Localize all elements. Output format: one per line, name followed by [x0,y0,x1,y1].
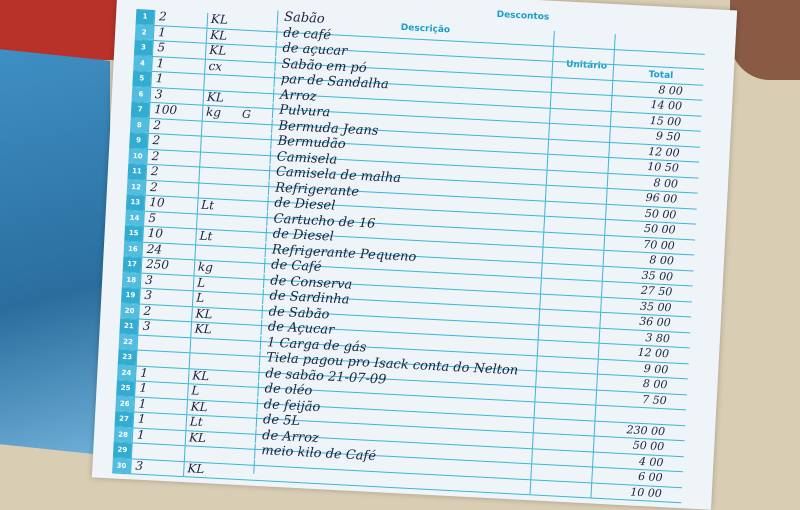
unit: Lt [195,229,236,246]
row-number: 29 [112,442,132,458]
row-number: 21 [119,318,139,335]
handwritten-receipt: Descrição Descontos Unitário Total 1 2 KL S… [91,0,738,510]
row-number: 12 [126,179,146,195]
extra-mark [229,355,260,371]
row-number: 8 [129,117,149,133]
row-number: 16 [123,241,143,257]
row-number: 11 [127,163,147,180]
extra-mark [245,46,276,62]
row-number: 1 [135,9,155,25]
unit [203,74,245,92]
row-number: 20 [120,303,139,319]
unit: L [191,291,233,308]
unit [198,167,240,185]
extra-mark [246,15,277,31]
extra-mark [233,278,264,294]
row-number: 15 [124,225,144,242]
extra-mark [229,340,260,356]
extra-mark [231,309,262,325]
unit [200,136,241,154]
extra-mark [236,216,267,232]
extra-mark: G [241,107,252,122]
extra-mark [234,247,265,263]
unit: Lt [196,198,238,216]
extra-mark [246,30,277,46]
quantity: 3 [130,458,184,477]
extra-mark [223,464,254,480]
extra-mark [237,201,268,217]
unit [189,337,231,355]
row-number: 14 [125,210,144,226]
row-number: 6 [131,86,151,102]
row-number: 30 [112,457,131,474]
unit: kg [201,105,243,123]
extra-mark [228,371,259,387]
quantity [130,443,185,461]
extra-mark [225,417,256,433]
extra-mark [241,123,272,139]
extra-mark [240,139,271,155]
unit [200,121,242,138]
row-number: 9 [129,132,148,149]
extra-mark [230,324,261,340]
quantity: 3 [137,319,192,337]
extra-mark [234,262,265,278]
unit-price [529,479,592,498]
row-number: 13 [125,194,145,211]
row-number: 10 [128,148,148,164]
extra-mark [238,170,269,186]
header-descontos: Descontos [496,9,550,23]
extra-mark [224,448,255,464]
unit: KL [190,322,232,339]
receipt-rows: 1 2 KL Sabão 2 1 KL de café 3 5 KL de açucar 4 1 cx Sab… [112,9,706,504]
unit [199,152,240,169]
row-number: 23 [117,349,137,365]
row-number: 7 [130,101,150,118]
extra-mark [232,293,263,309]
row-number: 19 [121,287,140,304]
row-number: 17 [122,256,142,273]
extra-mark [244,61,275,77]
row-number: 28 [113,426,133,443]
unit: KL [183,461,224,479]
extra-mark [242,92,273,108]
extra-mark [227,386,258,402]
row-number: 24 [116,365,136,381]
unit: KL [204,43,246,61]
quantity: 1 [131,427,186,446]
unit [183,446,225,463]
unit: kg [193,260,235,277]
unit: Lt [185,414,227,432]
row-number: 4 [133,55,152,71]
row-number: 18 [121,272,141,288]
hand-holding-paper [730,0,800,80]
extra-mark [243,77,274,93]
unit [188,353,230,370]
row-number: 25 [116,380,135,396]
extra-mark [239,154,270,170]
extra-mark [235,232,266,248]
extra-mark [225,433,256,449]
row-number: 5 [132,70,152,87]
row-number: 3 [134,39,153,56]
quantity [136,335,191,353]
unit: KL [184,430,226,448]
unit: KL [206,12,248,30]
row-number: 2 [134,24,154,40]
total: 10 00 [590,482,669,502]
unit: cx [204,58,245,76]
extra-mark [226,402,257,418]
unit: L [187,383,228,401]
blue-plastic-background [0,49,110,456]
row-number: 26 [115,395,135,412]
row-number: 27 [114,411,134,427]
row-number: 22 [118,334,138,350]
extra-mark [238,185,269,201]
